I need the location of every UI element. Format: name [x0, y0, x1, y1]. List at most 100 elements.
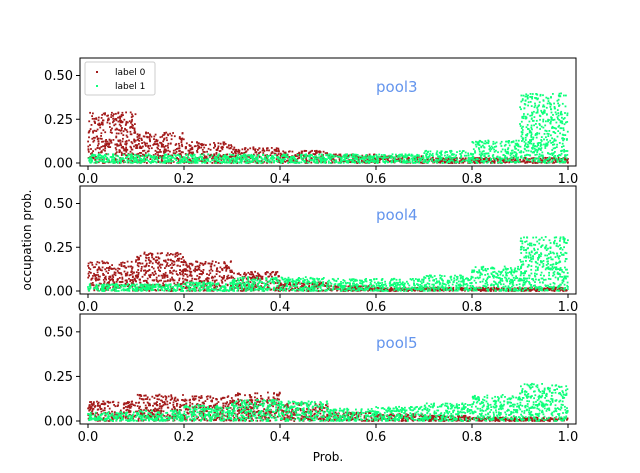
data-point	[522, 151, 525, 154]
data-point	[142, 135, 145, 138]
data-point	[208, 269, 211, 272]
data-point	[397, 157, 400, 160]
data-point	[530, 131, 533, 134]
data-point	[529, 96, 532, 98]
data-point	[520, 151, 522, 154]
data-point	[221, 281, 224, 283]
data-point	[239, 153, 242, 156]
data-point	[175, 158, 178, 161]
data-point	[481, 160, 483, 163]
data-point	[309, 151, 311, 154]
data-point	[170, 271, 173, 274]
data-point	[515, 152, 518, 155]
data-point	[391, 156, 394, 158]
data-point	[231, 158, 234, 161]
data-point	[559, 120, 562, 122]
data-point	[504, 159, 507, 162]
data-point	[288, 283, 290, 286]
data-point	[125, 143, 128, 146]
data-point	[495, 145, 498, 148]
data-point	[518, 151, 521, 154]
data-point	[520, 127, 523, 129]
data-point	[319, 151, 322, 153]
data-point	[525, 149, 528, 152]
data-point	[467, 154, 470, 157]
data-point	[179, 269, 182, 271]
data-point	[187, 157, 190, 159]
data-point	[373, 156, 375, 158]
data-point	[444, 154, 446, 157]
data-point	[483, 142, 486, 145]
data-point	[126, 159, 129, 161]
legend-label-label-0: label 0	[115, 68, 146, 78]
data-point	[460, 155, 463, 158]
data-point	[532, 157, 535, 160]
data-point	[115, 135, 118, 138]
data-point	[114, 161, 117, 163]
data-point	[232, 160, 235, 163]
data-point	[284, 282, 286, 285]
data-point	[460, 287, 462, 289]
data-point	[383, 287, 385, 290]
data-point	[143, 154, 146, 156]
data-point	[161, 157, 163, 160]
data-point	[207, 147, 210, 150]
data-point	[404, 161, 407, 164]
data-point	[478, 147, 480, 149]
data-point	[100, 117, 103, 119]
data-point	[155, 143, 158, 146]
data-point	[184, 273, 187, 275]
data-point	[198, 273, 201, 275]
data-point	[136, 136, 139, 138]
data-point	[167, 142, 170, 145]
data-point	[124, 124, 127, 126]
data-point	[116, 143, 118, 146]
data-point	[551, 157, 554, 160]
data-point	[553, 138, 556, 141]
data-point	[120, 262, 123, 264]
data-point	[378, 159, 381, 162]
data-point	[501, 162, 503, 164]
data-point	[519, 106, 521, 109]
data-point	[97, 119, 100, 122]
data-point	[506, 140, 508, 143]
data-point	[108, 281, 110, 283]
data-point	[178, 277, 181, 280]
data-point	[100, 151, 102, 154]
data-point	[115, 118, 117, 120]
data-point	[180, 151, 183, 153]
data-point	[97, 289, 99, 292]
data-point	[120, 120, 123, 122]
data-point	[270, 288, 273, 291]
data-point	[530, 150, 532, 153]
data-point	[555, 160, 557, 163]
data-point	[535, 123, 537, 125]
data-point	[131, 142, 134, 145]
data-point	[513, 151, 516, 154]
data-point	[131, 118, 133, 121]
data-point	[316, 287, 319, 290]
data-point	[487, 140, 490, 143]
data-point	[500, 158, 503, 160]
data-point	[560, 161, 563, 164]
data-point	[420, 159, 423, 161]
data-point	[223, 158, 226, 161]
data-point	[144, 142, 147, 145]
data-point	[198, 145, 200, 148]
data-point	[176, 281, 179, 284]
data-point	[424, 150, 427, 153]
data-point	[293, 157, 296, 159]
data-point	[123, 152, 126, 155]
data-point	[103, 261, 105, 264]
data-point	[549, 106, 552, 108]
data-point	[120, 157, 123, 160]
data-point	[176, 251, 179, 254]
data-point	[236, 160, 239, 163]
data-point	[106, 121, 109, 124]
data-point	[553, 157, 556, 159]
data-point	[139, 147, 141, 149]
data-point	[342, 159, 345, 161]
data-point	[133, 156, 136, 159]
data-point	[161, 155, 164, 157]
